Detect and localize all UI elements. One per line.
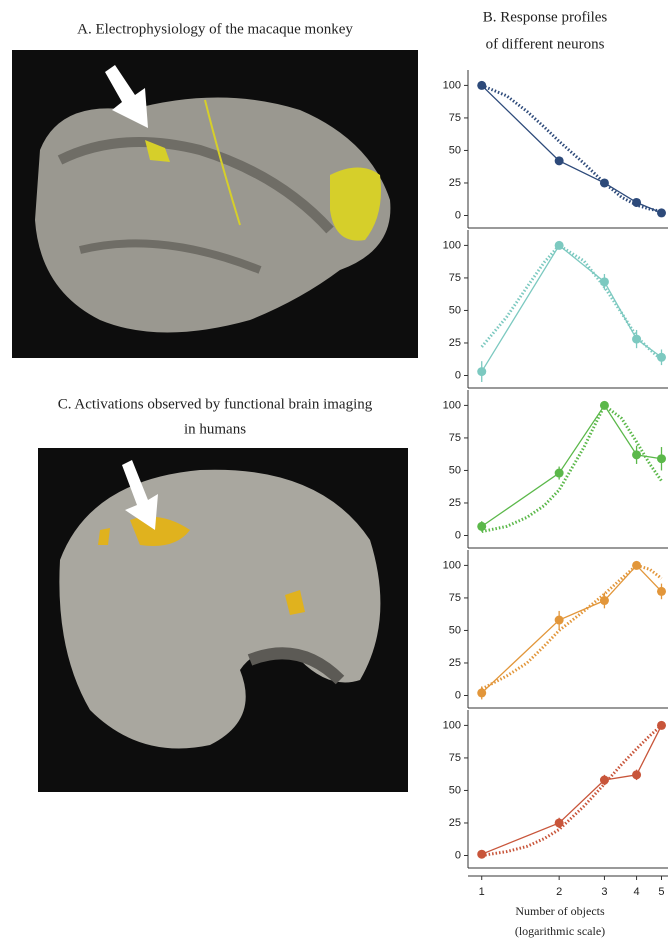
- data-point: [600, 277, 609, 286]
- y-tick-label: 50: [449, 624, 461, 636]
- data-point: [555, 156, 564, 165]
- data-point: [477, 850, 486, 859]
- data-point: [632, 561, 641, 570]
- y-tick-label: 25: [449, 497, 461, 509]
- y-tick-label: 50: [449, 144, 461, 156]
- data-point: [477, 688, 486, 697]
- y-tick-label: 25: [449, 657, 461, 669]
- data-point: [477, 522, 486, 531]
- data-point: [657, 353, 666, 362]
- y-tick-label: 75: [449, 272, 461, 284]
- data-point: [657, 208, 666, 217]
- y-tick-label: 25: [449, 817, 461, 829]
- fit-curve: [482, 85, 662, 211]
- x-axis-label: (logarithmic scale): [515, 924, 605, 938]
- data-point: [632, 198, 641, 207]
- y-tick-label: 75: [449, 752, 461, 764]
- x-tick-label: 1: [479, 886, 485, 898]
- y-tick-label: 0: [455, 369, 461, 381]
- data-point: [555, 616, 564, 625]
- x-axis-label: Number of objects: [515, 904, 605, 918]
- y-tick-label: 50: [449, 464, 461, 476]
- fit-curve: [482, 725, 662, 855]
- data-point: [600, 596, 609, 605]
- data-point: [632, 335, 641, 344]
- figure-canvas: A. Electrophysiology of the macaque monk…: [0, 0, 668, 943]
- x-tick-label: 2: [556, 886, 562, 898]
- data-point: [600, 178, 609, 187]
- y-tick-label: 75: [449, 432, 461, 444]
- data-line: [482, 85, 662, 212]
- macaque-brain-image: [12, 50, 418, 358]
- data-point: [632, 770, 641, 779]
- panel-b-title: B. Response profiles: [483, 9, 608, 25]
- y-tick-label: 0: [455, 529, 461, 541]
- data-line: [482, 565, 662, 692]
- data-point: [657, 454, 666, 463]
- y-tick-label: 100: [443, 79, 461, 91]
- y-tick-label: 25: [449, 177, 461, 189]
- y-tick-label: 50: [449, 784, 461, 796]
- y-tick-label: 75: [449, 112, 461, 124]
- panel-c-title: C. Activations observed by functional br…: [58, 396, 373, 412]
- y-tick-label: 0: [455, 689, 461, 701]
- y-tick-label: 75: [449, 592, 461, 604]
- fit-curve: [482, 565, 662, 689]
- data-point: [600, 776, 609, 785]
- data-point: [657, 587, 666, 596]
- human-brain-image: [38, 448, 408, 792]
- panel-a-title: A. Electrophysiology of the macaque monk…: [77, 21, 353, 37]
- fit-curve: [482, 405, 662, 531]
- x-tick-label: 3: [601, 886, 607, 898]
- panel-b-title: of different neurons: [486, 36, 605, 52]
- y-tick-label: 100: [443, 719, 461, 731]
- data-line: [482, 245, 662, 371]
- data-point: [555, 241, 564, 250]
- data-point: [477, 367, 486, 376]
- figure: A. Electrophysiology of the macaque monk…: [0, 0, 668, 943]
- y-tick-label: 50: [449, 304, 461, 316]
- data-point: [555, 818, 564, 827]
- y-tick-label: 0: [455, 849, 461, 861]
- data-line: [482, 725, 662, 854]
- y-tick-label: 0: [455, 209, 461, 221]
- y-tick-label: 100: [443, 559, 461, 571]
- y-tick-label: 25: [449, 337, 461, 349]
- data-point: [632, 450, 641, 459]
- x-tick-label: 5: [658, 886, 664, 898]
- panel-c-title: in humans: [184, 421, 246, 437]
- y-tick-label: 100: [443, 399, 461, 411]
- data-line: [482, 405, 662, 526]
- x-tick-label: 4: [634, 886, 640, 898]
- data-point: [600, 401, 609, 410]
- data-point: [657, 721, 666, 730]
- y-tick-label: 100: [443, 239, 461, 251]
- data-point: [555, 469, 564, 478]
- data-point: [477, 81, 486, 90]
